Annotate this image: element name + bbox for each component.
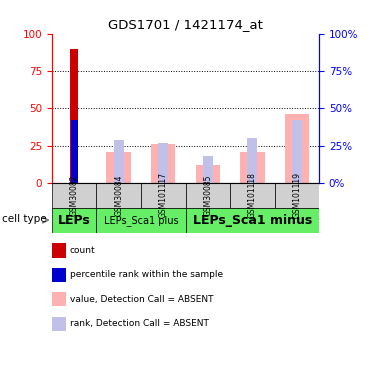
Text: GSM101118: GSM101118 — [248, 172, 257, 218]
Text: GSM101119: GSM101119 — [292, 172, 301, 218]
Bar — [141, 183, 186, 208]
Text: LEPs_Sca1 plus: LEPs_Sca1 plus — [104, 214, 178, 225]
Bar — [106, 152, 131, 183]
Text: GSM30084: GSM30084 — [114, 174, 123, 216]
Text: GSM30082: GSM30082 — [70, 174, 79, 216]
Bar — [203, 156, 213, 183]
Bar — [186, 208, 319, 232]
Text: cell type: cell type — [2, 214, 46, 224]
Text: LEPs: LEPs — [58, 214, 91, 226]
Bar — [52, 208, 96, 232]
Text: rank, Detection Call = ABSENT: rank, Detection Call = ABSENT — [70, 319, 209, 328]
Text: value, Detection Call = ABSENT: value, Detection Call = ABSENT — [70, 295, 213, 304]
Bar — [196, 165, 220, 183]
Text: GSM101117: GSM101117 — [159, 172, 168, 218]
Bar — [275, 183, 319, 208]
Bar — [285, 114, 309, 183]
Text: percentile rank within the sample: percentile rank within the sample — [70, 270, 223, 279]
Text: LEPs_Sca1 minus: LEPs_Sca1 minus — [193, 214, 312, 226]
Bar — [96, 183, 141, 208]
Bar — [240, 152, 265, 183]
Text: count: count — [70, 246, 95, 255]
Bar — [186, 183, 230, 208]
Bar — [52, 183, 96, 208]
Bar — [247, 138, 257, 183]
Bar — [114, 140, 124, 183]
Bar — [70, 49, 78, 183]
Bar — [96, 208, 186, 232]
Bar — [151, 144, 175, 183]
Bar — [230, 183, 275, 208]
Bar — [292, 120, 302, 183]
Bar — [70, 120, 78, 183]
Text: GSM30085: GSM30085 — [203, 174, 212, 216]
Title: GDS1701 / 1421174_at: GDS1701 / 1421174_at — [108, 18, 263, 31]
Bar — [158, 142, 168, 183]
